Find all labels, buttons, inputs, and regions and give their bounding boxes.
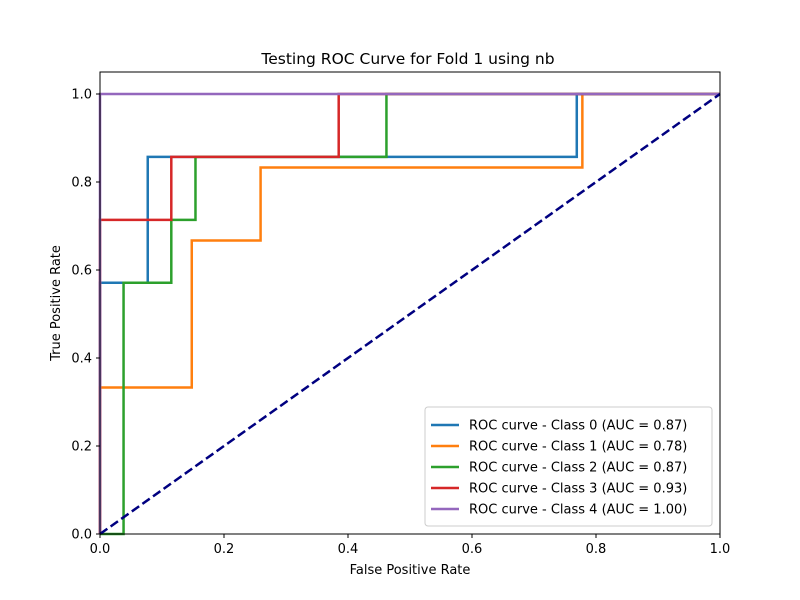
y-axis-label: True Positive Rate: [49, 245, 64, 362]
y-tick-label: 0.0: [71, 528, 92, 543]
roc-line-class-1: [98, 92, 720, 534]
x-tick-label: 0.8: [586, 542, 607, 557]
x-axis-label: False Positive Rate: [350, 563, 471, 578]
legend-box: [424, 406, 713, 527]
y-tick-label: 1.0: [71, 88, 92, 103]
x-axis: 0.0 0.2 0.4 0.6 0.8 1.0: [90, 534, 731, 557]
legend-label-class-0: ROC curve - Class 0 (AUC = 0.87): [469, 419, 687, 434]
chart-title: Testing ROC Curve for Fold 1 using nb: [260, 50, 554, 68]
x-tick-label: 1.0: [710, 542, 731, 557]
legend-label-class-2: ROC curve - Class 2 (AUC = 0.87): [469, 461, 687, 476]
x-tick-label: 0.6: [462, 542, 483, 557]
y-tick-label: 0.2: [71, 440, 92, 455]
roc-line-class-2: [100, 92, 720, 536]
y-tick-label: 0.4: [71, 352, 92, 367]
y-tick-label: 0.6: [71, 264, 92, 279]
legend: ROC curve - Class 0 (AUC = 0.87) ROC curv…: [424, 406, 713, 527]
legend-label-class-1: ROC curve - Class 1 (AUC = 0.78): [469, 440, 687, 455]
x-tick-label: 0.4: [338, 542, 359, 557]
legend-label-class-3: ROC curve - Class 3 (AUC = 0.93): [469, 482, 687, 497]
x-tick-label: 0.0: [90, 542, 111, 557]
x-tick-label: 0.2: [214, 542, 235, 557]
y-axis: 0.0 0.2 0.4 0.6 0.8 1.0: [71, 88, 100, 543]
chance-diagonal-line: [99, 92, 721, 536]
plot-frame: [99, 71, 721, 535]
y-tick-label: 0.8: [71, 176, 92, 191]
legend-label-class-4: ROC curve - Class 4 (AUC = 1.00): [469, 503, 687, 518]
